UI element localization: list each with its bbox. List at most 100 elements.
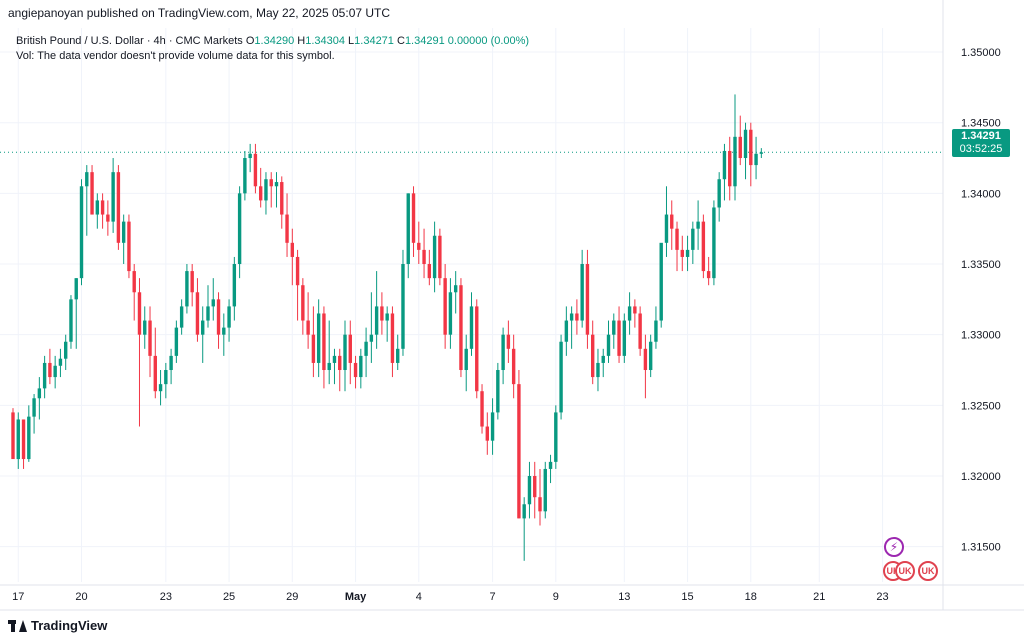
candle-body (643, 348, 648, 371)
candle-body (316, 313, 321, 363)
candle-body (543, 468, 547, 512)
bar-countdown: 03:52:25 (959, 143, 1003, 155)
x-tick-label: 29 (286, 591, 298, 603)
candle-body (190, 271, 194, 293)
candle-body (554, 412, 558, 462)
candle-body (485, 426, 489, 441)
candle-body (269, 179, 273, 187)
candle-body (53, 365, 57, 378)
y-tick-label: 1.34000 (961, 188, 1001, 200)
candle-body (74, 278, 78, 300)
candle-body (596, 362, 600, 378)
lightning-icon[interactable]: ⚡ (884, 537, 904, 557)
candle-body (680, 249, 684, 257)
candle-body (85, 172, 89, 187)
candle-body (338, 355, 342, 371)
candle-body (627, 306, 632, 321)
uk-flag-icon[interactable]: UK (895, 561, 915, 581)
close-value: 1.34291 (404, 35, 445, 47)
candle-body (696, 221, 700, 229)
candle-body (606, 334, 611, 356)
candle-body (121, 221, 126, 243)
candle-body (759, 152, 764, 154)
candle-body (79, 186, 84, 279)
candle-body (348, 334, 352, 363)
candle-body (585, 264, 590, 335)
candle-body (274, 182, 279, 187)
candle-body (538, 497, 542, 512)
candle-body (359, 355, 363, 378)
candle-body (111, 172, 115, 222)
candle-body (569, 313, 574, 321)
candle-body (258, 186, 263, 201)
y-tick-label: 1.35000 (961, 47, 1001, 59)
x-tick-label: 23 (160, 591, 172, 603)
candle-body (664, 214, 669, 243)
candle-body (253, 153, 258, 187)
candle-body (638, 313, 642, 349)
candle-body (469, 306, 474, 349)
candle-body (527, 476, 532, 505)
candle-body (248, 153, 252, 159)
candle-body (116, 172, 121, 243)
candle-body (322, 313, 326, 371)
candle-body (195, 292, 200, 335)
candle-body (64, 341, 68, 359)
candle-body (237, 193, 242, 265)
candle-body (654, 320, 658, 342)
candle-body (675, 228, 679, 250)
candle-body (717, 179, 721, 208)
x-tick-label: 18 (745, 591, 757, 603)
candle-body (174, 327, 179, 356)
x-tick-label: 17 (12, 591, 24, 603)
candle-body (601, 355, 605, 363)
uk-flag-icon[interactable]: UK (918, 561, 938, 581)
high-value: 1.34304 (305, 35, 345, 47)
candle-body (369, 334, 374, 342)
candle-body (648, 341, 653, 371)
candle-body (306, 320, 310, 335)
change-value: 0.00000 (0.00%) (447, 35, 530, 47)
candle-body (69, 299, 73, 342)
candle-body (453, 285, 458, 293)
open-label: O (245, 35, 255, 47)
candle-body (733, 136, 737, 187)
candle-body (670, 214, 674, 229)
candle-body (222, 327, 226, 335)
candle-body (691, 228, 695, 250)
candle-body (90, 172, 94, 215)
candle-body (295, 256, 300, 286)
candle-body (137, 292, 142, 335)
candle-body (343, 334, 347, 371)
last-price-tag: 1.34291 03:52:25 (952, 129, 1010, 157)
symbol-title[interactable]: British Pound / U.S. Dollar · 4h · CMC M… (16, 35, 243, 47)
x-tick-label: 25 (223, 591, 235, 603)
candle-body (290, 242, 295, 257)
candle-body (564, 320, 569, 342)
candle-body (622, 320, 627, 356)
candle-body (353, 362, 358, 378)
candle-body (511, 348, 516, 385)
open-value: 1.34290 (254, 35, 295, 47)
candle-body (380, 306, 384, 321)
x-tick-label: 13 (618, 591, 630, 603)
candle-body (580, 264, 584, 321)
tradingview-footer[interactable]: TradingView (8, 618, 107, 633)
candle-body (548, 461, 553, 469)
last-price-value: 1.34291 (961, 130, 1001, 142)
candle-body (327, 362, 331, 371)
candle-body (169, 355, 173, 371)
candle-body (158, 384, 163, 392)
candle-body (385, 313, 389, 321)
candle-body (211, 299, 215, 307)
candle-body (201, 320, 205, 335)
candle-body (490, 412, 495, 441)
x-tick-label: 7 (490, 591, 496, 603)
candle-body (728, 150, 732, 187)
candle-body (448, 292, 453, 335)
low-label: L (348, 35, 355, 47)
candle-body (612, 320, 616, 335)
tradingview-logo-icon (8, 619, 27, 632)
candle-body (712, 207, 716, 279)
